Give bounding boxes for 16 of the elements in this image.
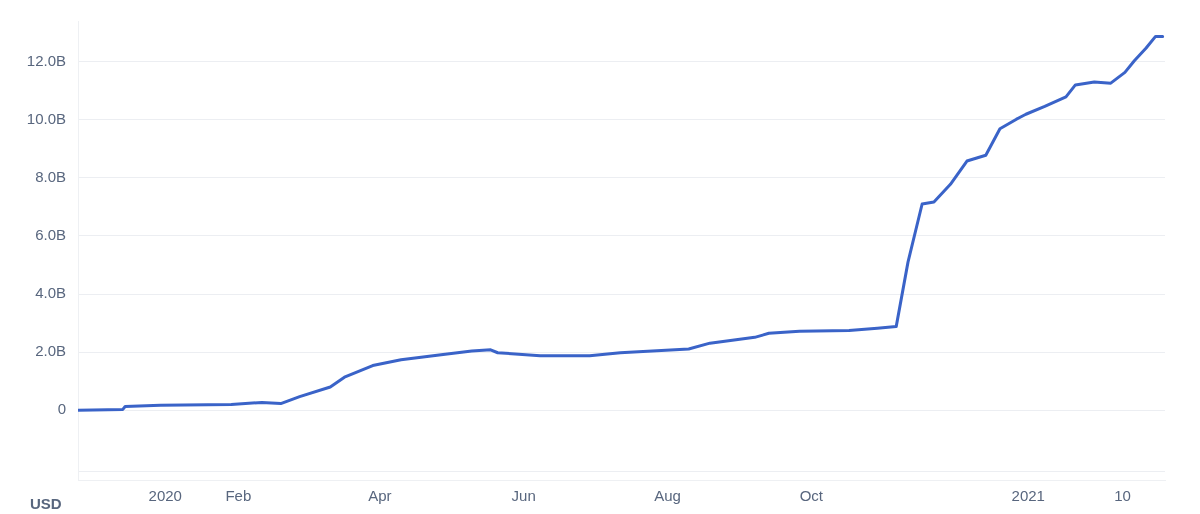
x-tick-label: Feb	[225, 487, 252, 505]
x-tick-label: 2020	[148, 487, 182, 505]
y-tick-label: 2.0B	[35, 342, 66, 360]
y-tick-label: 4.0B	[35, 284, 66, 302]
y-tick-label: 12.0B	[26, 51, 66, 69]
y-tick-label: 10.0B	[26, 109, 66, 127]
x-tick-label: Oct	[799, 487, 824, 505]
y-tick-label: 0	[57, 400, 66, 418]
x-tick-label: Apr	[368, 487, 392, 505]
y-tick-label: 6.0B	[35, 226, 66, 244]
y-tick-label: 8.0B	[35, 168, 66, 186]
x-tick-label: Jun	[511, 487, 536, 505]
x-tick-label: Aug	[654, 487, 681, 505]
text: USD	[30, 495, 62, 512]
x-tick-label: 2021	[1011, 487, 1045, 505]
x-tick-label: 10	[1114, 487, 1131, 505]
